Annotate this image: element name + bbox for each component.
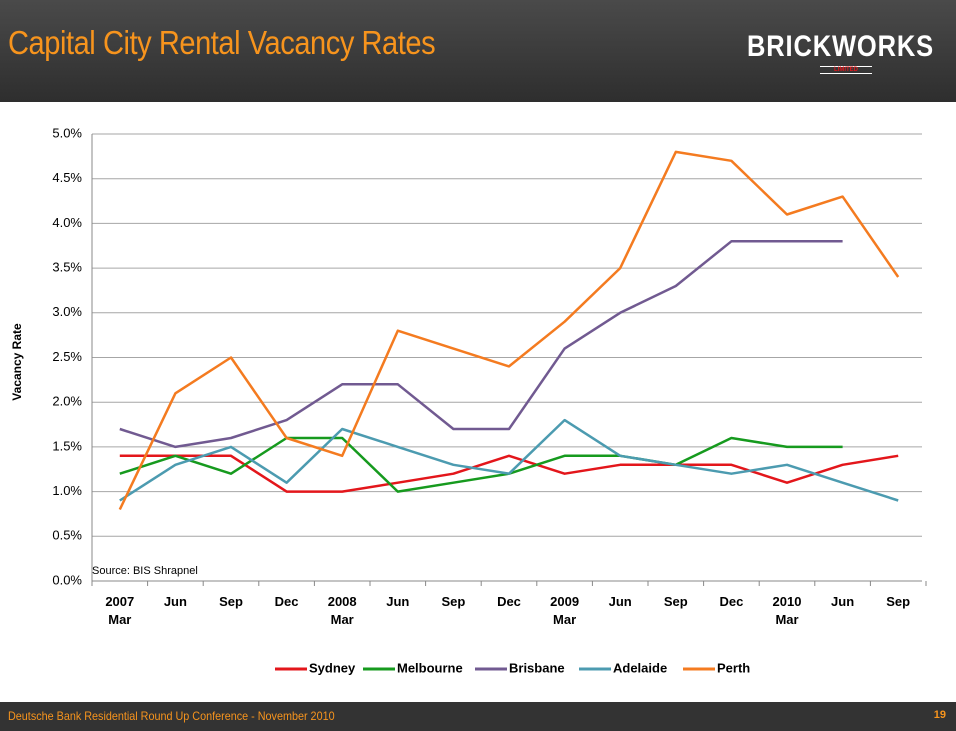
- y-tick-label: 2.0%: [52, 394, 82, 409]
- y-axis-label: Vacancy Rate: [10, 323, 24, 401]
- series-line: [119, 240, 843, 449]
- x-tick-label: Sep: [886, 594, 911, 609]
- y-tick-label: 2.5%: [52, 349, 82, 364]
- y-tick-label: 1.5%: [52, 438, 82, 453]
- x-tick-label: 2008 Mar: [327, 594, 357, 627]
- legend-label: Brisbane: [509, 660, 565, 675]
- series-line: [119, 436, 843, 493]
- logo-sub: LIMITED: [820, 66, 872, 74]
- title: Capital City Rental Vacancy Rates: [8, 24, 436, 61]
- chart: Vacancy Rate Source: BIS Shrapnel 0.0% 0.…: [10, 125, 927, 675]
- x-tick-label: Sep: [219, 594, 243, 609]
- annotation: Source: BIS Shrapnel: [92, 565, 198, 577]
- series-line: [118, 150, 900, 511]
- header: Capital City Rental Vacancy Rates BRICKW…: [0, 0, 956, 102]
- x-tick-label: Sep: [441, 594, 466, 609]
- y-tick-label: 0.0%: [52, 572, 82, 587]
- x-tick-label: Jun: [386, 594, 410, 609]
- y-tick-label: 0.5%: [52, 528, 82, 543]
- x-tick-label: Dec: [497, 594, 521, 609]
- x-tick-label: Jun: [608, 594, 632, 609]
- y-tick-label: 1.0%: [52, 483, 82, 498]
- legend-label: Adelaide: [613, 660, 667, 675]
- y-tick-label: 3.0%: [52, 304, 82, 319]
- footer: Deutsche Bank Residential Round Up Confe…: [0, 702, 956, 731]
- x-tick-label: 2009 Mar: [550, 594, 580, 627]
- x-tick-label: Jun: [831, 594, 855, 609]
- x-tick-label: Dec: [274, 594, 299, 609]
- legend-label: Perth: [717, 660, 750, 675]
- legend-label: Sydney: [309, 660, 356, 675]
- x-tick-label: Dec: [719, 594, 744, 609]
- y-tick-label: 4.5%: [52, 170, 82, 185]
- x-tick-label: Sep: [663, 594, 688, 609]
- legend-label: Melbourne: [397, 660, 463, 675]
- y-tick-label: 4.0%: [52, 215, 82, 230]
- x-tick-label: 2010 Mar: [772, 594, 802, 627]
- page-number: 19: [933, 709, 946, 721]
- y-tick-label: 3.5%: [52, 260, 82, 275]
- series-line: [119, 454, 899, 493]
- y-tick-label: 5.0%: [52, 125, 82, 140]
- series-line: [119, 418, 899, 502]
- logo: BRICKWORKS: [747, 30, 934, 63]
- footer-text: Deutsche Bank Residential Round Up Confe…: [8, 709, 335, 723]
- x-tick-label: 2007 Mar: [105, 594, 135, 627]
- x-tick-label: Jun: [163, 594, 187, 609]
